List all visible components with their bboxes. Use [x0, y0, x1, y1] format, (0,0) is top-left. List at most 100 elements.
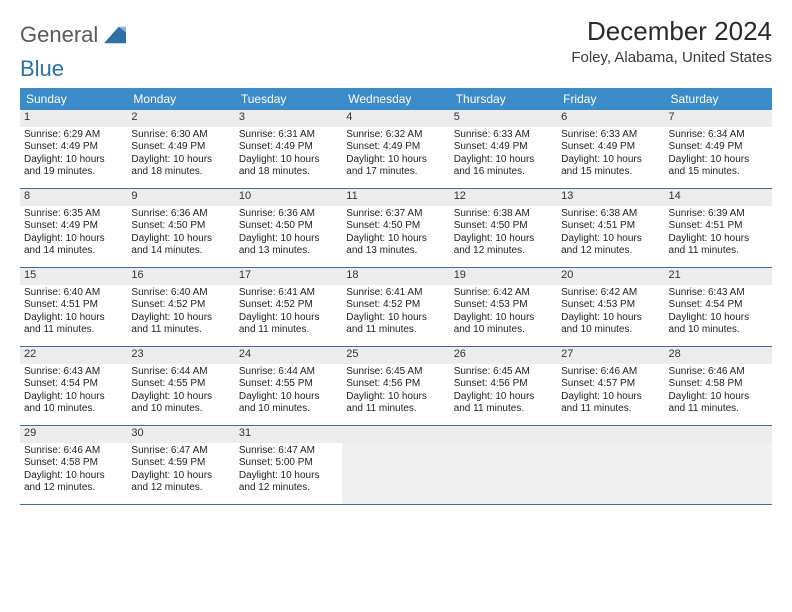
day-body: Sunrise: 6:46 AMSunset: 4:58 PMDaylight:…: [665, 364, 772, 420]
daylight-line: Daylight: 10 hours and 12 minutes.: [24, 470, 123, 495]
calendar-day-cell: 26Sunrise: 6:45 AMSunset: 4:56 PMDayligh…: [450, 347, 557, 425]
calendar-day-cell: 1Sunrise: 6:29 AMSunset: 4:49 PMDaylight…: [20, 110, 127, 188]
day-body: Sunrise: 6:39 AMSunset: 4:51 PMDaylight:…: [665, 206, 772, 262]
sunset-line: Sunset: 4:56 PM: [346, 378, 445, 391]
sunrise-line: Sunrise: 6:40 AM: [24, 287, 123, 300]
day-body: Sunrise: 6:36 AMSunset: 4:50 PMDaylight:…: [127, 206, 234, 262]
brand-logo: General: [20, 16, 128, 48]
sunset-line: Sunset: 4:53 PM: [561, 299, 660, 312]
day-body: Sunrise: 6:34 AMSunset: 4:49 PMDaylight:…: [665, 127, 772, 183]
sunrise-line: Sunrise: 6:36 AM: [131, 208, 230, 221]
day-body: Sunrise: 6:42 AMSunset: 4:53 PMDaylight:…: [450, 285, 557, 341]
calendar-page: General December 2024 Foley, Alabama, Un…: [0, 0, 792, 521]
day-number: 28: [665, 347, 772, 364]
calendar-empty-cell: [450, 426, 557, 504]
weekday-header: Wednesday: [342, 88, 449, 110]
day-body: Sunrise: 6:40 AMSunset: 4:51 PMDaylight:…: [20, 285, 127, 341]
location-text: Foley, Alabama, United States: [571, 49, 772, 66]
day-body: Sunrise: 6:44 AMSunset: 4:55 PMDaylight:…: [127, 364, 234, 420]
day-number: 24: [235, 347, 342, 364]
day-body: Sunrise: 6:43 AMSunset: 4:54 PMDaylight:…: [20, 364, 127, 420]
sunrise-line: Sunrise: 6:37 AM: [346, 208, 445, 221]
daylight-line: Daylight: 10 hours and 19 minutes.: [24, 154, 123, 179]
weeks-container: 1Sunrise: 6:29 AMSunset: 4:49 PMDaylight…: [20, 110, 772, 505]
day-number: 14: [665, 189, 772, 206]
calendar-week-row: 22Sunrise: 6:43 AMSunset: 4:54 PMDayligh…: [20, 347, 772, 426]
sunrise-line: Sunrise: 6:43 AM: [24, 366, 123, 379]
sunset-line: Sunset: 4:49 PM: [131, 141, 230, 154]
daylight-line: Daylight: 10 hours and 17 minutes.: [346, 154, 445, 179]
calendar-day-cell: 17Sunrise: 6:41 AMSunset: 4:52 PMDayligh…: [235, 268, 342, 346]
calendar-day-cell: 25Sunrise: 6:45 AMSunset: 4:56 PMDayligh…: [342, 347, 449, 425]
calendar-day-cell: 30Sunrise: 6:47 AMSunset: 4:59 PMDayligh…: [127, 426, 234, 504]
day-number: 5: [450, 110, 557, 127]
sunset-line: Sunset: 4:50 PM: [131, 220, 230, 233]
day-number: 12: [450, 189, 557, 206]
sunrise-line: Sunrise: 6:38 AM: [454, 208, 553, 221]
sunset-line: Sunset: 4:49 PM: [239, 141, 338, 154]
sunset-line: Sunset: 4:51 PM: [669, 220, 768, 233]
sunrise-line: Sunrise: 6:38 AM: [561, 208, 660, 221]
daylight-line: Daylight: 10 hours and 11 minutes.: [669, 391, 768, 416]
sunrise-line: Sunrise: 6:44 AM: [131, 366, 230, 379]
calendar-day-cell: 21Sunrise: 6:43 AMSunset: 4:54 PMDayligh…: [665, 268, 772, 346]
sunset-line: Sunset: 4:59 PM: [131, 457, 230, 470]
calendar-day-cell: 20Sunrise: 6:42 AMSunset: 4:53 PMDayligh…: [557, 268, 664, 346]
day-body: Sunrise: 6:42 AMSunset: 4:53 PMDaylight:…: [557, 285, 664, 341]
day-number: 9: [127, 189, 234, 206]
sunrise-line: Sunrise: 6:31 AM: [239, 129, 338, 142]
sunrise-line: Sunrise: 6:44 AM: [239, 366, 338, 379]
sunset-line: Sunset: 4:58 PM: [669, 378, 768, 391]
calendar-week-row: 1Sunrise: 6:29 AMSunset: 4:49 PMDaylight…: [20, 110, 772, 189]
daylight-line: Daylight: 10 hours and 12 minutes.: [239, 470, 338, 495]
day-body: Sunrise: 6:45 AMSunset: 4:56 PMDaylight:…: [450, 364, 557, 420]
sunrise-line: Sunrise: 6:45 AM: [454, 366, 553, 379]
daylight-line: Daylight: 10 hours and 11 minutes.: [346, 391, 445, 416]
day-body: Sunrise: 6:30 AMSunset: 4:49 PMDaylight:…: [127, 127, 234, 183]
sunset-line: Sunset: 4:50 PM: [346, 220, 445, 233]
sunset-line: Sunset: 4:55 PM: [239, 378, 338, 391]
calendar-week-row: 15Sunrise: 6:40 AMSunset: 4:51 PMDayligh…: [20, 268, 772, 347]
calendar-day-cell: 23Sunrise: 6:44 AMSunset: 4:55 PMDayligh…: [127, 347, 234, 425]
calendar-day-cell: 27Sunrise: 6:46 AMSunset: 4:57 PMDayligh…: [557, 347, 664, 425]
day-number: 23: [127, 347, 234, 364]
sunrise-line: Sunrise: 6:41 AM: [239, 287, 338, 300]
sunset-line: Sunset: 4:49 PM: [24, 141, 123, 154]
sunrise-line: Sunrise: 6:33 AM: [561, 129, 660, 142]
calendar-day-cell: 6Sunrise: 6:33 AMSunset: 4:49 PMDaylight…: [557, 110, 664, 188]
weekday-header: Friday: [557, 88, 664, 110]
weekday-header: Saturday: [665, 88, 772, 110]
day-number: 16: [127, 268, 234, 285]
day-body: Sunrise: 6:32 AMSunset: 4:49 PMDaylight:…: [342, 127, 449, 183]
calendar-day-cell: 14Sunrise: 6:39 AMSunset: 4:51 PMDayligh…: [665, 189, 772, 267]
calendar-day-cell: 28Sunrise: 6:46 AMSunset: 4:58 PMDayligh…: [665, 347, 772, 425]
daylight-line: Daylight: 10 hours and 18 minutes.: [131, 154, 230, 179]
sunrise-line: Sunrise: 6:33 AM: [454, 129, 553, 142]
daylight-line: Daylight: 10 hours and 11 minutes.: [561, 391, 660, 416]
sunrise-line: Sunrise: 6:40 AM: [131, 287, 230, 300]
sunset-line: Sunset: 4:54 PM: [669, 299, 768, 312]
calendar-day-cell: 29Sunrise: 6:46 AMSunset: 4:58 PMDayligh…: [20, 426, 127, 504]
day-number: 11: [342, 189, 449, 206]
day-body: Sunrise: 6:37 AMSunset: 4:50 PMDaylight:…: [342, 206, 449, 262]
weekday-header-row: SundayMondayTuesdayWednesdayThursdayFrid…: [20, 88, 772, 110]
day-body: Sunrise: 6:38 AMSunset: 4:50 PMDaylight:…: [450, 206, 557, 262]
sunset-line: Sunset: 4:55 PM: [131, 378, 230, 391]
day-number: 7: [665, 110, 772, 127]
calendar-day-cell: 7Sunrise: 6:34 AMSunset: 4:49 PMDaylight…: [665, 110, 772, 188]
day-body: Sunrise: 6:35 AMSunset: 4:49 PMDaylight:…: [20, 206, 127, 262]
daylight-line: Daylight: 10 hours and 12 minutes.: [454, 233, 553, 258]
daylight-line: Daylight: 10 hours and 14 minutes.: [131, 233, 230, 258]
day-body: Sunrise: 6:43 AMSunset: 4:54 PMDaylight:…: [665, 285, 772, 341]
sunset-line: Sunset: 4:50 PM: [239, 220, 338, 233]
sunset-line: Sunset: 4:49 PM: [24, 220, 123, 233]
sunrise-line: Sunrise: 6:35 AM: [24, 208, 123, 221]
sunrise-line: Sunrise: 6:42 AM: [561, 287, 660, 300]
day-number: 26: [450, 347, 557, 364]
day-number: 1: [20, 110, 127, 127]
sunset-line: Sunset: 4:56 PM: [454, 378, 553, 391]
sunset-line: Sunset: 5:00 PM: [239, 457, 338, 470]
sunset-line: Sunset: 4:52 PM: [346, 299, 445, 312]
day-number: 15: [20, 268, 127, 285]
sunset-line: Sunset: 4:52 PM: [239, 299, 338, 312]
